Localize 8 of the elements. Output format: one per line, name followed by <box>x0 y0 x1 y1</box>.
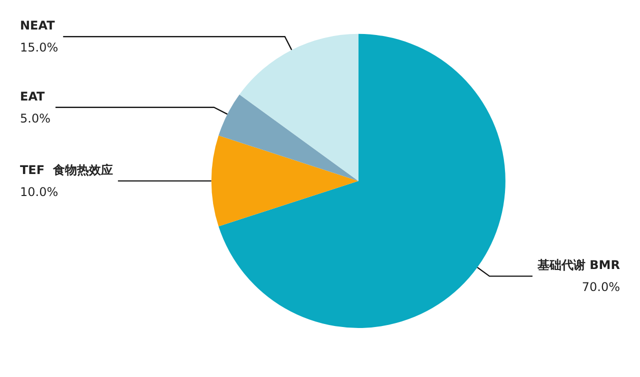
slice-label: 基础代谢 BMR <box>536 258 620 272</box>
data-label: 15.0% <box>20 40 58 55</box>
slice-label: TEF 食物热效应 <box>20 162 113 177</box>
data-label: 5.0% <box>20 111 50 126</box>
data-label: 70.0% <box>582 280 620 294</box>
slice-label: EAT <box>20 89 46 104</box>
slice-label: NEAT <box>20 18 56 33</box>
data-label: 10.0% <box>20 184 58 199</box>
